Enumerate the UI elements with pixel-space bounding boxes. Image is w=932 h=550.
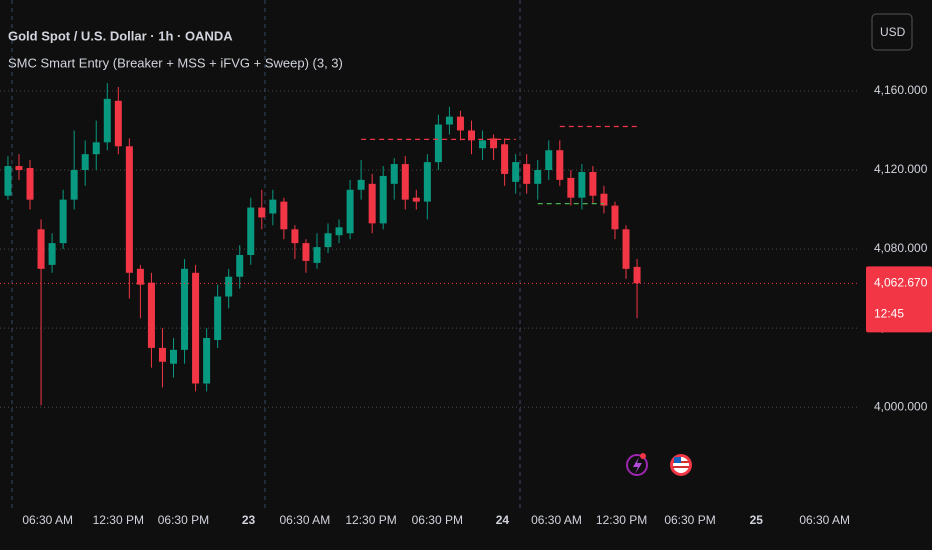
x-tick-label: 24 bbox=[496, 513, 510, 527]
indicator-label: SMC Smart Entry (Breaker + MSS + iFVG + … bbox=[8, 55, 343, 70]
x-tick-label: 06:30 PM bbox=[412, 513, 463, 527]
candle-body bbox=[92, 142, 100, 155]
candle-body bbox=[545, 150, 553, 170]
candle-body bbox=[567, 177, 575, 198]
candle-body bbox=[600, 193, 608, 206]
last-price-label: 4,062.670 bbox=[874, 275, 928, 289]
candle-body bbox=[534, 170, 542, 184]
candle-body bbox=[280, 201, 288, 230]
candle-body bbox=[467, 130, 475, 141]
x-tick-label: 23 bbox=[242, 513, 256, 527]
x-tick-label: 06:30 AM bbox=[799, 513, 850, 527]
candle-body bbox=[258, 207, 266, 218]
candle-body bbox=[103, 98, 111, 143]
candle-body bbox=[15, 166, 23, 170]
candle-body bbox=[48, 243, 56, 265]
candle-body bbox=[324, 233, 332, 248]
candle-body bbox=[4, 166, 12, 196]
candle-body bbox=[70, 170, 78, 200]
candle-body bbox=[247, 207, 255, 255]
last-price-badge bbox=[866, 266, 932, 333]
candle-body bbox=[512, 162, 520, 182]
candle-body bbox=[225, 276, 233, 297]
candle-body bbox=[114, 100, 122, 147]
x-tick-label: 06:30 AM bbox=[279, 513, 330, 527]
candle-body bbox=[490, 138, 498, 149]
x-tick-label: 12:30 PM bbox=[93, 513, 144, 527]
candle-body bbox=[479, 140, 487, 149]
candle-body bbox=[556, 150, 564, 180]
candle-body bbox=[434, 124, 442, 163]
candle-body bbox=[390, 164, 398, 184]
candle-body bbox=[578, 171, 586, 198]
candle-body bbox=[401, 164, 409, 200]
y-tick-label: 4,120.000 bbox=[874, 162, 928, 176]
candle-body bbox=[611, 205, 619, 230]
currency-label[interactable]: USD bbox=[880, 25, 906, 39]
candle-body bbox=[368, 183, 376, 224]
candle-body bbox=[302, 243, 310, 261]
candle-body bbox=[236, 255, 244, 277]
x-tick-label: 12:30 PM bbox=[596, 513, 647, 527]
x-tick-label: 06:30 AM bbox=[22, 513, 73, 527]
candle-body bbox=[192, 272, 200, 384]
candle-body bbox=[214, 296, 222, 340]
candle-body bbox=[335, 227, 343, 236]
candle-body bbox=[622, 229, 630, 269]
y-tick-label: 4,160.000 bbox=[874, 83, 928, 97]
chart-title: Gold Spot / U.S. Dollar · 1h · OANDA bbox=[8, 28, 233, 43]
candle-body bbox=[379, 175, 387, 224]
y-tick-label: 4,080.000 bbox=[874, 241, 928, 255]
candle-body bbox=[412, 197, 420, 202]
candle-body bbox=[357, 179, 365, 190]
candle-body bbox=[37, 229, 45, 269]
candle-body bbox=[125, 146, 133, 273]
candle-body bbox=[269, 199, 277, 214]
candle-body bbox=[136, 268, 144, 285]
candle-body bbox=[26, 168, 34, 200]
y-tick-label: 4,000.000 bbox=[874, 399, 928, 413]
candle-body bbox=[81, 154, 89, 170]
candle-body bbox=[633, 266, 641, 284]
candle-body bbox=[456, 116, 464, 131]
event-icon[interactable] bbox=[670, 454, 692, 476]
candle-body bbox=[59, 199, 67, 244]
x-tick-label: 06:30 AM bbox=[531, 513, 582, 527]
event-icon[interactable] bbox=[626, 453, 648, 476]
candle-body bbox=[423, 162, 431, 202]
candle-body bbox=[158, 347, 166, 362]
candle-body bbox=[523, 164, 531, 184]
countdown-label: 12:45 bbox=[874, 306, 904, 320]
candle-body bbox=[589, 171, 597, 196]
candle-body bbox=[501, 144, 509, 174]
candle-body bbox=[147, 282, 155, 348]
candle-body bbox=[203, 338, 211, 384]
candle-body bbox=[313, 247, 321, 263]
x-tick-label: 06:30 PM bbox=[158, 513, 209, 527]
currency-button[interactable] bbox=[871, 13, 913, 51]
candle-body bbox=[291, 229, 299, 244]
candle-body bbox=[181, 268, 189, 350]
candle-body bbox=[445, 116, 453, 125]
x-tick-label: 25 bbox=[750, 513, 764, 527]
x-tick-label: 06:30 PM bbox=[664, 513, 715, 527]
candle-body bbox=[170, 349, 178, 364]
candle-body bbox=[346, 189, 354, 234]
x-tick-label: 12:30 PM bbox=[345, 513, 396, 527]
